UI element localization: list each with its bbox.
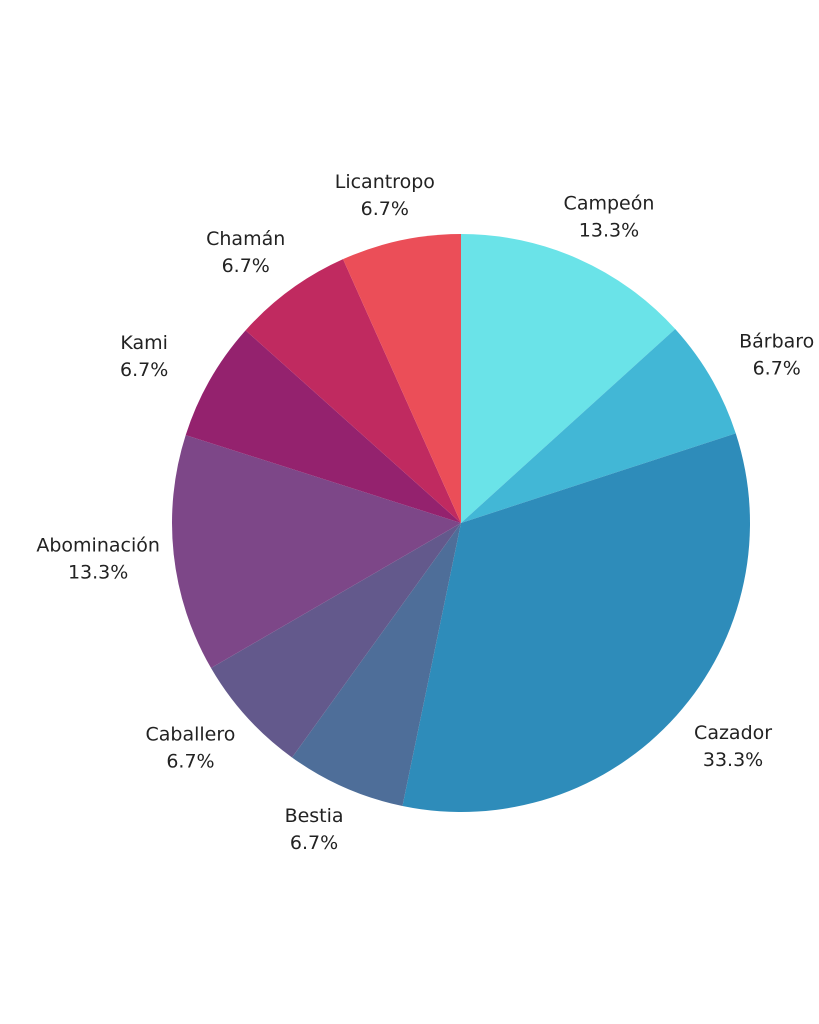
- value-label: 6.7%: [222, 255, 270, 277]
- pie-slice: [172, 435, 461, 669]
- pie-slice: [461, 234, 676, 523]
- pie-slice: [292, 523, 461, 807]
- slice-label: Caballero: [146, 723, 236, 745]
- slice-label: Cazador: [694, 722, 772, 744]
- slice-label: Bestia: [285, 805, 344, 827]
- pie-slice: [245, 259, 461, 523]
- slice-label: Abominación: [36, 535, 160, 557]
- slice-label: Bárbaro: [739, 330, 814, 352]
- value-label: 6.7%: [166, 750, 214, 772]
- pie-slice: [343, 234, 461, 523]
- value-label: 13.3%: [579, 219, 639, 241]
- pie-slice: [185, 330, 461, 523]
- value-label: 6.7%: [290, 832, 338, 854]
- slice-label: Licantropo: [335, 171, 435, 193]
- value-label: 6.7%: [753, 357, 801, 379]
- slice-label: Chamán: [206, 228, 285, 250]
- slice-label: Campeón: [564, 192, 655, 214]
- value-label: 6.7%: [361, 198, 409, 220]
- value-label: 33.3%: [703, 749, 763, 771]
- value-label: 13.3%: [68, 562, 128, 584]
- value-label: 6.7%: [120, 359, 168, 381]
- pie-slice: [402, 433, 750, 812]
- pie-slice: [211, 523, 461, 758]
- slice-label: Kami: [120, 332, 168, 354]
- pie-slice: [461, 328, 736, 523]
